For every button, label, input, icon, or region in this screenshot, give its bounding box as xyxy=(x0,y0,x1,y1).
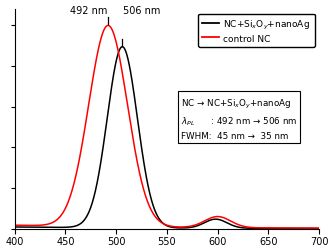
Text: 492 nm: 492 nm xyxy=(70,6,107,16)
Text: NC → NC+Si$_x$O$_y$+nanoAg
$\lambda_{PL}$      : 492 nm → 506 nm
FWHM:  45 nm → : NC → NC+Si$_x$O$_y$+nanoAg $\lambda_{PL}… xyxy=(181,98,297,140)
Legend: NC+Si$_x$O$_y$+nanoAg, control NC: NC+Si$_x$O$_y$+nanoAg, control NC xyxy=(198,15,315,48)
Text: 506 nm: 506 nm xyxy=(123,6,161,16)
